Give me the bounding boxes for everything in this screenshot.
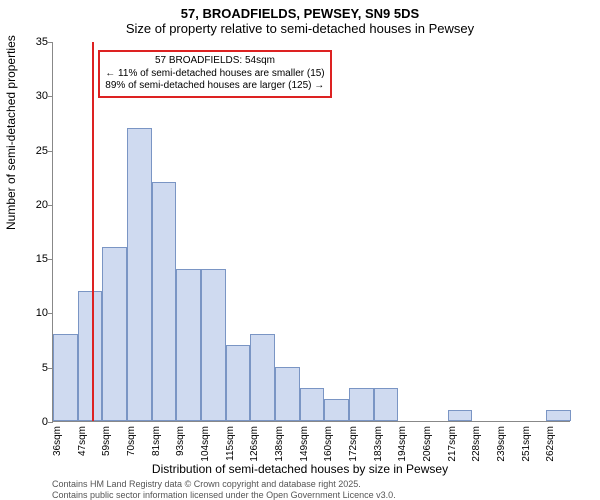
- histogram-bar: [275, 367, 300, 421]
- histogram-bar: [349, 388, 374, 421]
- histogram-bar: [324, 399, 349, 421]
- annotation-line3: 89% of semi-detached houses are larger (…: [105, 80, 324, 93]
- x-tick-label: 81sqm: [151, 426, 162, 466]
- x-tick-label: 93sqm: [175, 426, 186, 466]
- histogram-bar: [448, 410, 473, 421]
- x-tick-label: 36sqm: [52, 426, 63, 466]
- x-tick-label: 206sqm: [422, 426, 433, 466]
- chart-title-line1: 57, BROADFIELDS, PEWSEY, SN9 5DS: [0, 6, 600, 21]
- histogram-bar: [78, 291, 103, 421]
- x-tick-label: 70sqm: [126, 426, 137, 466]
- histogram-bar: [374, 388, 399, 421]
- x-tick-label: 115sqm: [225, 426, 236, 466]
- x-tick-label: 194sqm: [397, 426, 408, 466]
- histogram-bar: [152, 182, 177, 421]
- histogram-bar: [53, 334, 78, 421]
- x-tick-label: 138sqm: [274, 426, 285, 466]
- x-tick-label: 59sqm: [101, 426, 112, 466]
- footer-attribution: Contains HM Land Registry data © Crown c…: [52, 479, 396, 500]
- x-tick-label: 251sqm: [521, 426, 532, 466]
- y-tick-label: 20: [36, 199, 48, 211]
- histogram-bar: [201, 269, 226, 421]
- plot-area: 57 BROADFIELDS: 54sqm← 11% of semi-detac…: [52, 42, 570, 422]
- histogram-bar: [102, 247, 127, 421]
- x-tick-label: 104sqm: [200, 426, 211, 466]
- x-tick-label: 160sqm: [323, 426, 334, 466]
- x-tick-label: 239sqm: [496, 426, 507, 466]
- y-tick-label: 5: [42, 362, 48, 374]
- chart-title-line2: Size of property relative to semi-detach…: [0, 21, 600, 36]
- annotation-line1: 57 BROADFIELDS: 54sqm: [105, 55, 324, 68]
- y-tick-label: 15: [36, 253, 48, 265]
- x-tick-label: 172sqm: [348, 426, 359, 466]
- y-tick-label: 35: [36, 36, 48, 48]
- x-tick-label: 262sqm: [545, 426, 556, 466]
- x-tick-label: 217sqm: [447, 426, 458, 466]
- y-tick-label: 10: [36, 307, 48, 319]
- annotation-line2: ← 11% of semi-detached houses are smalle…: [105, 68, 324, 81]
- x-tick-label: 126sqm: [249, 426, 260, 466]
- histogram-bar: [226, 345, 251, 421]
- y-tick-label: 0: [42, 416, 48, 428]
- y-tick-label: 30: [36, 90, 48, 102]
- chart-area: 57 BROADFIELDS: 54sqm← 11% of semi-detac…: [52, 42, 570, 422]
- histogram-bar: [127, 128, 152, 421]
- x-tick-label: 47sqm: [77, 426, 88, 466]
- y-axis-label: Number of semi-detached properties: [4, 35, 18, 230]
- y-tick-label: 25: [36, 145, 48, 157]
- x-tick-label: 149sqm: [299, 426, 310, 466]
- x-tick-label: 228sqm: [471, 426, 482, 466]
- annotation-box: 57 BROADFIELDS: 54sqm← 11% of semi-detac…: [98, 50, 331, 98]
- histogram-bar: [250, 334, 275, 421]
- histogram-bar: [176, 269, 201, 421]
- footer-line1: Contains HM Land Registry data © Crown c…: [52, 479, 396, 489]
- reference-line: [92, 42, 94, 421]
- histogram-bar: [300, 388, 325, 421]
- x-tick-label: 183sqm: [373, 426, 384, 466]
- histogram-bar: [546, 410, 571, 421]
- footer-line2: Contains public sector information licen…: [52, 490, 396, 500]
